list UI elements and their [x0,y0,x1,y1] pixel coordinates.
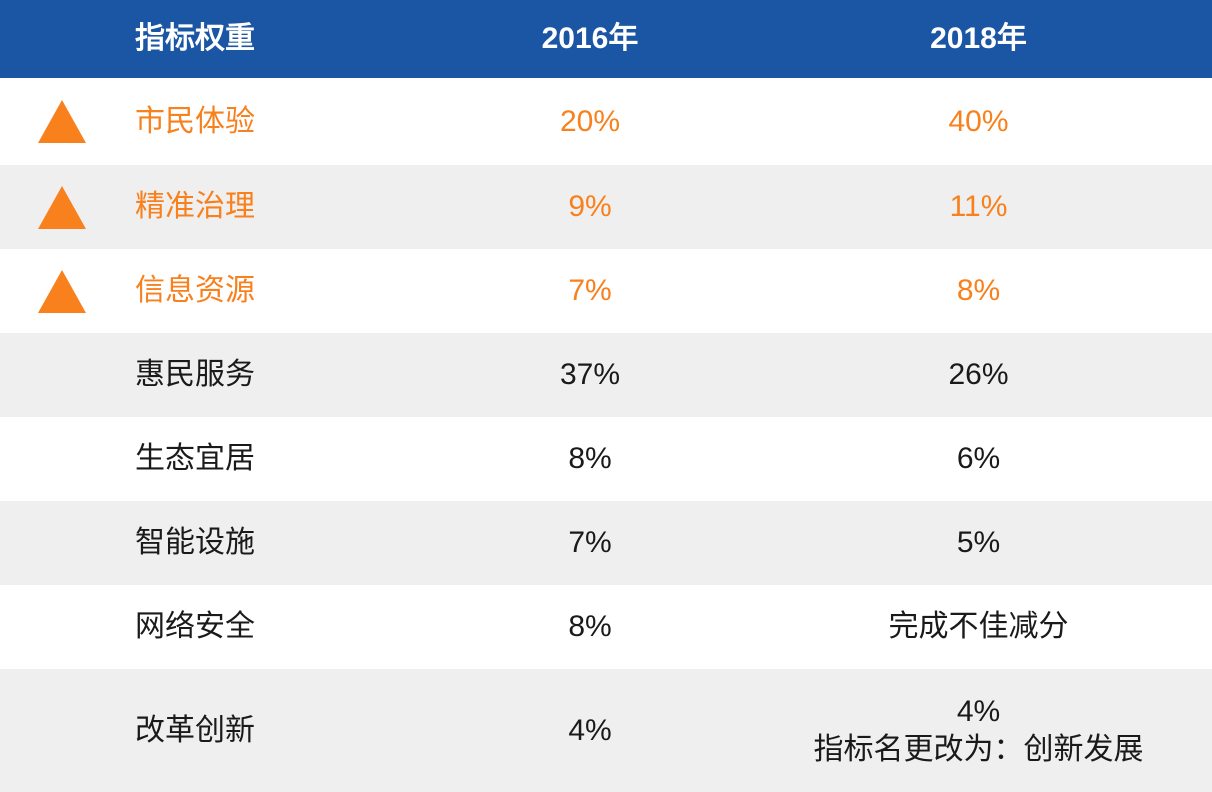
header-2016-label: 2016年 [541,22,639,56]
up-triangle-icon [38,269,86,313]
value-2016: 9% [568,190,612,224]
value-2018: 26% [948,358,1009,392]
value-2016: 4% [568,713,612,747]
table-row: 精准治理 9% 11% [0,165,1212,249]
row-label: 网络安全 [135,610,255,644]
table-row: 生态宜居 8% 6% [0,417,1212,501]
table-header-row: 指标权重 2016年 2018年 [0,0,1212,78]
value-2018: 8% [956,274,1001,308]
up-triangle-icon [38,100,86,143]
up-triangle-icon [38,185,86,229]
indicator-cell: 惠民服务 [0,356,385,394]
value-2016: 8% [568,442,612,476]
table-row: 改革创新 4% 4% 指标名更改为：创新发展 [0,669,1212,792]
row-label: 市民体验 [135,104,255,138]
value-2018-note: 指标名更改为：创新发展 [813,732,1144,766]
row-label: 惠民服务 [135,358,255,392]
row-label: 精准治理 [135,190,255,224]
indicator-cell: 改革创新 [0,712,385,750]
table-row: 智能设施 7% 5% [0,501,1212,585]
value-2016: 20% [559,104,621,138]
icon-slot [0,100,124,143]
value-2016: 7% [568,274,612,308]
value-2016: 7% [568,526,612,560]
value-2016: 8% [568,610,612,644]
indicator-cell: 精准治理 [0,185,385,229]
row-label: 信息资源 [135,274,255,308]
value-2018: 5% [956,526,1001,560]
table-row: 惠民服务 37% 26% [0,333,1212,417]
row-label: 生态宜居 [135,442,255,476]
header-cell-indicator: 指标权重 [0,20,385,58]
indicator-cell: 信息资源 [0,269,385,313]
indicator-cell: 网络安全 [0,608,385,646]
indicator-cell: 生态宜居 [0,440,385,478]
table-row: 网络安全 8% 完成不佳减分 [0,585,1212,669]
indicator-cell: 市民体验 [0,100,385,143]
indicator-cell: 智能设施 [0,524,385,562]
header-2018-label: 2018年 [930,22,1027,56]
icon-slot [0,269,124,313]
value-2018: 11% [949,190,1008,224]
table-row: 信息资源 7% 8% [0,249,1212,333]
header-indicator-label: 指标权重 [135,22,255,56]
value-2016: 37% [559,358,621,392]
value-2018: 完成不佳减分 [888,610,1069,644]
value-2018: 40% [948,104,1009,138]
table-row: 市民体验 20% 40% [0,78,1212,165]
value-2018: 6% [956,442,1001,476]
row-label: 智能设施 [135,526,255,560]
value-2018: 4% 指标名更改为：创新发展 [795,693,1212,768]
value-2018-percent: 4% [956,695,1001,728]
icon-slot [0,185,124,229]
row-label: 改革创新 [135,713,255,747]
